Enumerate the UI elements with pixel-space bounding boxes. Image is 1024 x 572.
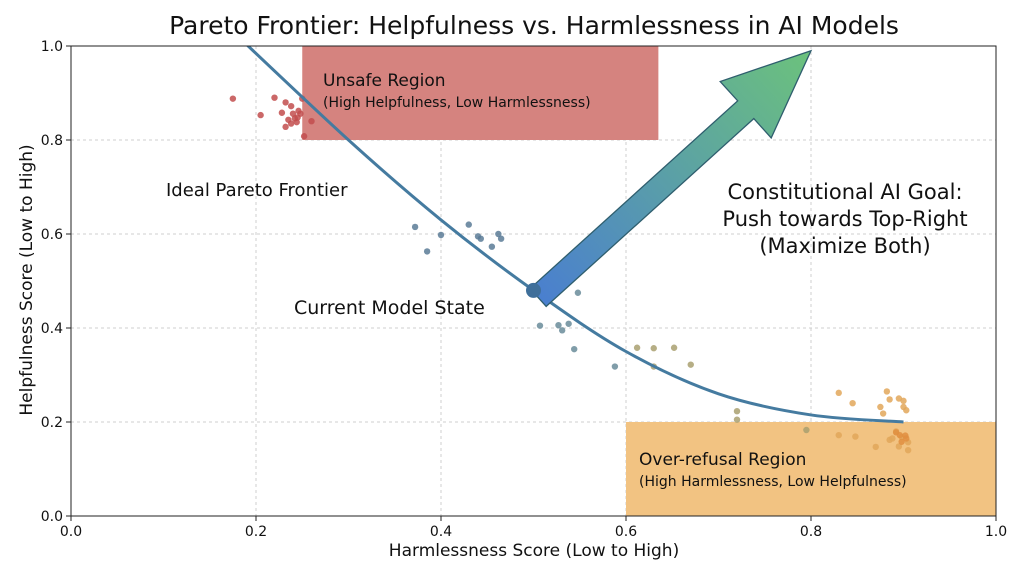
axis-ticks: 0.0 0.2 0.4 0.6 0.8 1.0 0.0 0.2 0.4 0.6 0.8 1.0 xyxy=(41,39,1007,540)
data-point xyxy=(300,133,308,140)
data-point xyxy=(733,416,741,423)
unsafe-region-label: Unsafe Region xyxy=(323,71,446,91)
data-point xyxy=(611,363,619,370)
current-model-state-label: Current Model State xyxy=(294,297,485,319)
data-point xyxy=(883,388,891,395)
data-point xyxy=(229,95,237,102)
chart-title: Pareto Frontier: Helpfulness vs. Harmles… xyxy=(169,11,899,40)
data-point xyxy=(895,443,903,450)
pareto-frontier-line xyxy=(245,46,904,424)
data-point xyxy=(889,435,896,442)
data-point xyxy=(849,400,856,407)
x-tick-label: 0.6 xyxy=(615,524,637,540)
y-tick-label: 0.0 xyxy=(41,509,63,525)
data-point xyxy=(555,321,562,329)
y-tick-label: 0.4 xyxy=(41,321,63,337)
over-refusal-region-sublabel: (High Harmlessness, Low Helpfulness) xyxy=(639,474,907,490)
current-model-state-marker xyxy=(526,282,541,298)
data-point xyxy=(278,109,286,116)
data-point xyxy=(835,389,842,397)
data-point xyxy=(308,118,315,125)
data-point xyxy=(536,322,544,329)
data-point xyxy=(803,426,810,434)
data-point xyxy=(900,397,907,405)
goal-arrow xyxy=(529,49,813,308)
x-tick-label: 0.8 xyxy=(800,524,822,540)
data-point xyxy=(896,431,903,439)
y-axis-label: Helpfulness Score (Low to High) xyxy=(17,144,37,415)
over-refusal-region-label: Over-refusal Region xyxy=(639,450,806,470)
data-point xyxy=(465,221,472,228)
data-point xyxy=(733,407,741,415)
data-point xyxy=(872,443,879,451)
x-tick-label: 0.0 xyxy=(60,524,82,540)
data-point xyxy=(282,123,289,131)
data-point xyxy=(898,438,905,445)
data-point xyxy=(650,345,657,352)
frontier-label: Ideal Pareto Frontier xyxy=(166,180,348,201)
regions xyxy=(302,46,996,516)
plot-frame xyxy=(70,45,997,517)
data-point xyxy=(886,396,893,403)
goal-annotation: Constitutional AI Goal: Push towards Top… xyxy=(722,180,967,258)
data-point xyxy=(571,345,578,353)
data-point xyxy=(477,235,484,242)
data-point xyxy=(574,289,582,296)
data-point xyxy=(411,223,419,231)
x-axis-label: Harmlessness Score (Low to High) xyxy=(389,541,679,561)
x-tick-label: 1.0 xyxy=(985,524,1007,540)
data-point xyxy=(423,248,431,255)
unsafe-region xyxy=(302,46,659,140)
data-point xyxy=(565,320,572,327)
data-point xyxy=(877,403,884,411)
y-tick-label: 0.8 xyxy=(41,133,63,149)
data-point xyxy=(903,407,910,414)
y-tick-label: 0.6 xyxy=(41,227,63,243)
data-point xyxy=(295,107,302,115)
goal-label-line-3: (Maximize Both) xyxy=(759,234,930,258)
data-point xyxy=(835,431,842,439)
data-point xyxy=(558,327,566,334)
scatter-points xyxy=(229,94,912,454)
data-point xyxy=(287,102,295,110)
x-tick-label: 0.4 xyxy=(430,524,452,540)
y-tick-label: 0.2 xyxy=(41,415,63,431)
data-point xyxy=(287,120,295,127)
goal-label-line-2: Push towards Top-Right xyxy=(722,207,967,231)
data-point xyxy=(687,361,694,368)
unsafe-region-sublabel: (High Helpfulness, Low Harmlessness) xyxy=(323,95,591,111)
data-point xyxy=(904,447,912,454)
goal-label-line-1: Constitutional AI Goal: xyxy=(727,180,962,204)
data-point xyxy=(282,99,289,106)
x-tick-label: 0.2 xyxy=(245,524,267,540)
y-tick-label: 1.0 xyxy=(41,39,63,55)
data-point xyxy=(257,111,264,119)
data-point xyxy=(437,231,445,239)
over-refusal-region xyxy=(626,422,996,516)
data-point xyxy=(495,230,502,238)
data-point xyxy=(633,344,641,351)
data-point xyxy=(903,435,910,442)
data-point xyxy=(271,94,278,101)
data-point xyxy=(852,433,859,440)
data-point xyxy=(879,410,887,417)
data-point xyxy=(497,235,505,242)
data-point xyxy=(488,243,496,250)
data-point xyxy=(670,344,678,351)
